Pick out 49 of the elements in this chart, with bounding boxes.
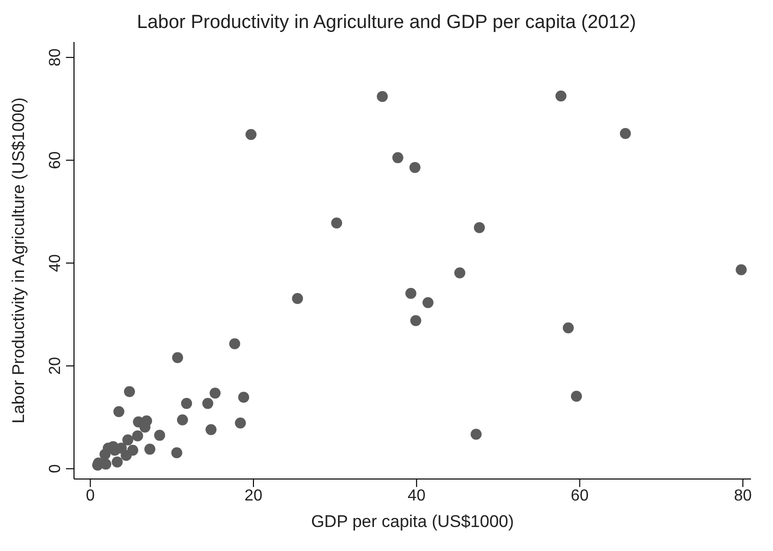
point xyxy=(112,456,123,468)
y-axis-title: Labor Productivity in Agriculture (US$1000) xyxy=(9,98,28,424)
x-tick-label: 0 xyxy=(86,487,95,504)
point xyxy=(410,315,422,326)
y-tick-label: 20 xyxy=(47,356,64,375)
point xyxy=(144,444,156,455)
point xyxy=(570,390,582,402)
point xyxy=(331,217,342,228)
point xyxy=(172,352,184,364)
point xyxy=(470,428,482,440)
point xyxy=(474,222,485,234)
point xyxy=(124,386,135,398)
point xyxy=(181,398,192,409)
point xyxy=(620,128,631,140)
point xyxy=(555,90,566,102)
point xyxy=(292,293,303,304)
point xyxy=(122,434,134,446)
point xyxy=(132,430,144,442)
y-tick-label: 40 xyxy=(47,254,64,272)
point xyxy=(409,162,420,173)
x-tick-label: 60 xyxy=(570,487,589,504)
point xyxy=(206,424,217,436)
y-tick-label: 0 xyxy=(47,464,64,474)
x-tick-label: 20 xyxy=(244,487,262,504)
point xyxy=(171,447,182,458)
point xyxy=(210,388,221,399)
point xyxy=(392,152,404,164)
y-tick-label: 80 xyxy=(47,48,64,66)
point xyxy=(562,322,574,334)
point xyxy=(238,392,250,403)
x-tick-label: 40 xyxy=(408,487,426,504)
chart-title: Labor Productivity in Agriculture and GDP per capita (2012) xyxy=(136,11,638,35)
point xyxy=(246,129,256,140)
x-tick-label: 80 xyxy=(734,487,752,504)
point xyxy=(454,267,466,278)
point xyxy=(736,264,747,276)
point xyxy=(422,297,434,308)
x-axis-title: GDP per capita (US$1000) xyxy=(311,512,514,531)
point xyxy=(99,448,110,460)
point xyxy=(176,414,188,426)
point xyxy=(234,417,246,428)
point xyxy=(405,288,416,299)
point xyxy=(113,406,124,418)
point xyxy=(202,398,214,409)
point xyxy=(127,444,138,456)
y-tick-label: 60 xyxy=(47,151,64,170)
point xyxy=(229,338,240,350)
point xyxy=(376,90,388,102)
point xyxy=(154,430,166,441)
